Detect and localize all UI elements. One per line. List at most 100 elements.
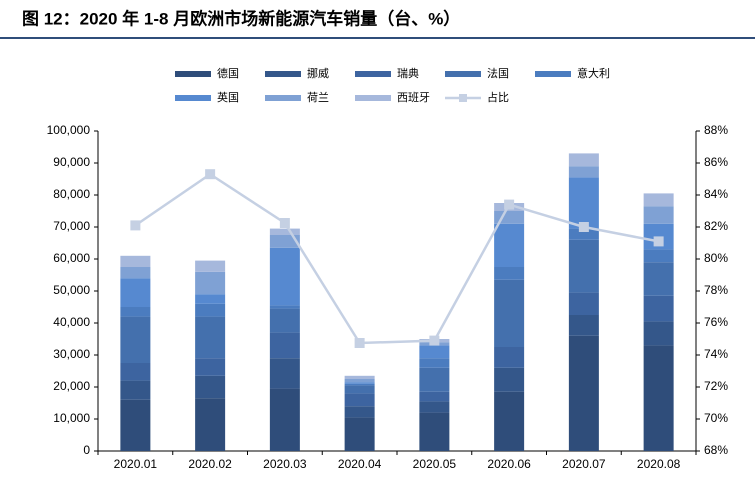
y-tick-label: 10,000: [53, 411, 90, 425]
bar-segment: [494, 223, 525, 267]
bar-segment: [494, 347, 525, 368]
bar-segment: [269, 388, 300, 451]
bar-segment: [643, 193, 674, 207]
legend-swatch: [175, 71, 211, 77]
legend-swatch: [355, 95, 391, 101]
bar-segment: [195, 316, 226, 359]
y2-tick-label: 70%: [704, 411, 728, 425]
bar-segment: [344, 417, 375, 451]
y2-tick-label: 80%: [704, 251, 728, 265]
legend-label: 德国: [217, 66, 239, 80]
bar-segment: [568, 315, 599, 336]
legend-label: 占比: [487, 90, 509, 104]
bar-segment: [643, 345, 674, 451]
y-tick-label: 70,000: [53, 219, 90, 233]
legend-label: 法国: [487, 66, 509, 80]
share-marker: [578, 222, 589, 232]
bar-segment: [643, 321, 674, 346]
bar-segment: [120, 267, 151, 279]
bar-segment: [120, 399, 151, 451]
share-marker: [205, 169, 216, 180]
share-marker: [354, 338, 365, 348]
legend-swatch: [445, 71, 481, 77]
bar-segment: [344, 375, 375, 379]
bar-segment: [494, 391, 525, 451]
bar-segment: [344, 385, 375, 394]
y2-tick-label: 74%: [704, 347, 728, 361]
bar-segment: [269, 308, 300, 333]
bar-segment: [419, 345, 450, 359]
y2-tick-label: 76%: [704, 315, 728, 329]
bar-segment: [269, 228, 300, 235]
share-marker: [429, 335, 440, 346]
bar-segment: [344, 382, 375, 384]
bar-segment: [269, 247, 300, 306]
bar-segment: [643, 262, 674, 296]
bar-segment: [419, 367, 450, 392]
bar-segment: [195, 271, 226, 295]
bar-segment: [643, 249, 674, 263]
bar-segment: [568, 153, 599, 167]
bar-segment: [568, 292, 599, 315]
bar-segment: [195, 375, 226, 399]
bar-segment: [643, 295, 674, 322]
share-marker: [504, 199, 515, 210]
x-tick-label: 2020.01: [114, 457, 158, 471]
y-tick-label: 20,000: [53, 379, 90, 393]
bar-segment: [568, 239, 599, 293]
y-tick-label: 100,000: [47, 123, 91, 137]
bar-segment: [195, 358, 226, 376]
bar-segment: [269, 332, 300, 359]
bar-segment: [120, 307, 151, 317]
y-tick-label: 0: [83, 443, 90, 457]
legend-swatch: [355, 71, 391, 77]
y2-tick-label: 72%: [704, 379, 728, 393]
bar-segment: [494, 367, 525, 392]
bar-segment: [269, 235, 300, 248]
legend-label: 英国: [217, 90, 239, 104]
y2-tick-label: 86%: [704, 155, 728, 169]
legend-label: 意大利: [577, 66, 610, 80]
y-tick-label: 50,000: [53, 283, 90, 297]
bar-segment: [195, 260, 226, 272]
bar-segment: [195, 398, 226, 451]
x-tick-label: 2020.04: [338, 457, 382, 471]
y-tick-label: 60,000: [53, 251, 90, 265]
legend-swatch: [265, 71, 301, 77]
bar-segment: [120, 278, 151, 307]
bar-segment: [195, 303, 226, 317]
bar-segment: [344, 383, 375, 386]
bar-segment: [494, 279, 525, 347]
y-tick-label: 90,000: [53, 155, 90, 169]
y2-tick-label: 68%: [704, 443, 728, 457]
bar-segment: [344, 379, 375, 383]
y2-tick-label: 82%: [704, 219, 728, 233]
x-tick-label: 2020.06: [487, 457, 531, 471]
bar-segment: [419, 391, 450, 402]
bar-segment: [494, 267, 525, 280]
bar-segment: [195, 294, 226, 304]
share-marker: [130, 220, 141, 231]
legend-marker: [459, 94, 467, 102]
bar-segment: [568, 177, 599, 229]
y2-tick-label: 78%: [704, 283, 728, 297]
y-tick-label: 80,000: [53, 187, 90, 201]
share-marker: [653, 236, 664, 247]
bar-segment: [568, 335, 599, 451]
bar-segment: [269, 305, 300, 309]
bar-segment: [269, 358, 300, 389]
x-tick-label: 2020.02: [188, 457, 232, 471]
legend-label: 瑞典: [397, 66, 419, 80]
chart-title: 图 12：2020 年 1-8 月欧洲市场新能源汽车销量（台、%）: [22, 8, 460, 28]
bar-segment: [120, 316, 151, 363]
bar-segment: [568, 228, 599, 240]
bar-segment: [120, 380, 151, 400]
bar-segment: [344, 406, 375, 418]
bar-segment: [344, 393, 375, 407]
y-tick-label: 30,000: [53, 347, 90, 361]
x-tick-label: 2020.08: [637, 457, 681, 471]
bar-segment: [120, 363, 151, 381]
share-marker: [279, 218, 290, 228]
y2-tick-label: 88%: [704, 123, 728, 137]
